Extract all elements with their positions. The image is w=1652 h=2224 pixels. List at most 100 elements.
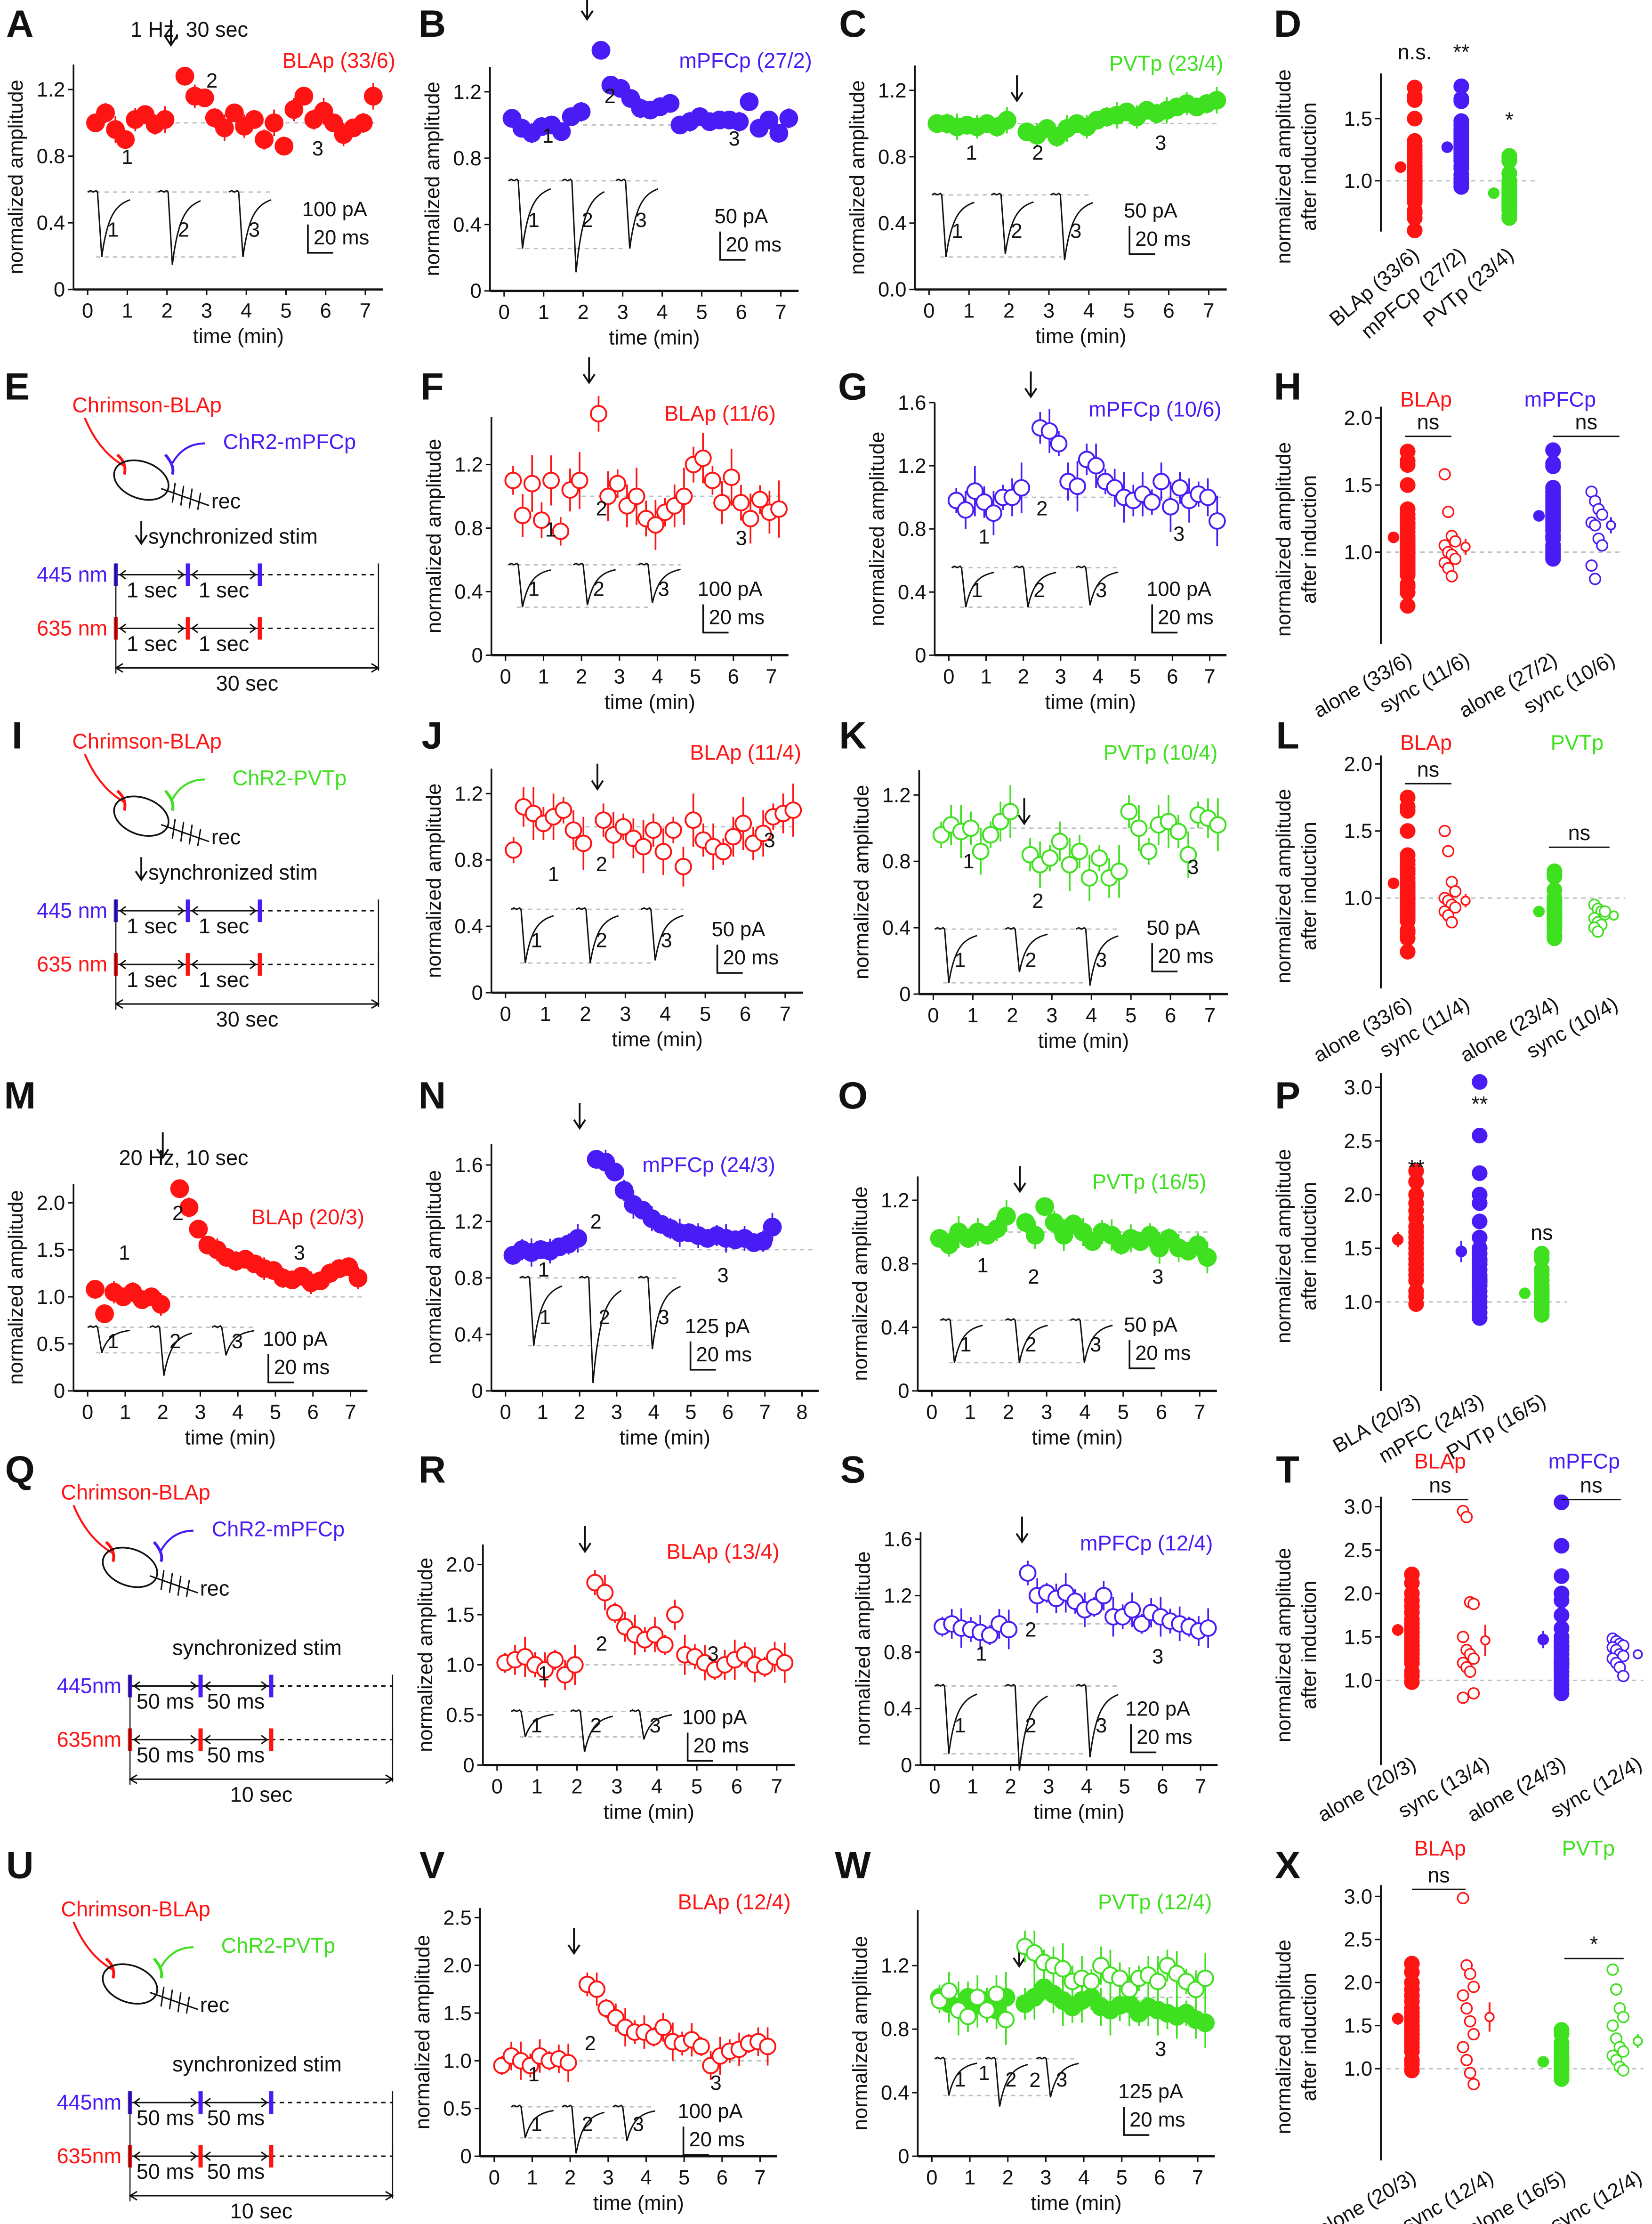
x-tick-label: 5 [1118,1401,1129,1424]
scale-bar [719,231,746,261]
epsc-trace [562,2104,605,2154]
data-point [770,500,788,518]
interval-arrow-icon [204,1681,267,1691]
y-tick-label: 2.0 [1344,753,1372,776]
epsc-trace [570,1709,613,1753]
panel-letter: I [12,714,23,757]
x-tick-label: 0 [929,1775,940,1798]
scale-bar-time-label: 20 ms [726,234,782,256]
axon-icon [160,1946,194,1968]
epsc-trace [612,2104,655,2142]
cell-point [1467,1598,1480,1610]
scale-bar-time-label: 20 ms [693,1734,749,1757]
terminal-icon [164,453,175,475]
trace-label: 3 [658,578,669,600]
data-point [215,118,234,137]
x-tick-label: 2 [157,1401,169,1424]
data-point [741,509,759,527]
data-point [1035,1197,1055,1216]
data-point [635,838,653,856]
y-tick-label: 0 [472,1380,483,1403]
scale-bar-time-label: 20 ms [1135,228,1191,251]
data-point [713,494,731,511]
y-axis-label: normalized amplitude [866,432,888,626]
data-point [666,1606,684,1624]
data-point [759,2038,777,2055]
x-axis-label: time (min) [1031,2192,1121,2215]
trace-label: 3 [1096,949,1107,972]
series-label: PVTp (12/4) [1098,1890,1212,1914]
y-tick-label: 2.0 [1344,1583,1372,1605]
trace-label: 3 [658,1306,669,1329]
timepoint-label: 1 [963,850,974,873]
data-point [1001,803,1019,820]
panel-letter: J [421,714,443,757]
opsin-label-2: ChR2-mPFCp [223,430,356,454]
cell-point [1449,901,1462,914]
stim-label: synchronized stim [172,1636,342,1660]
scale-bar-time-label: 20 ms [1129,2109,1185,2131]
epsc-trace [511,2104,554,2138]
data-point [195,88,214,107]
duration-label: 30 sec [216,1007,279,1031]
y-tick-label: 1.5 [1344,820,1372,843]
x-tick-label: 5 [685,1401,696,1424]
significance-label: * [1505,108,1514,132]
x-tick-label: 4 [648,1401,660,1424]
wavelength-label: 445nm [57,2090,121,2114]
x-tick-label: 5 [1119,1775,1130,1798]
epsc-trace [149,1325,193,1376]
scale-bar-current-label: 50 pA [1146,917,1200,939]
x-tick-label: 4 [651,1775,662,1798]
cell-point [1445,570,1458,582]
interval-label: 50 ms [207,2159,265,2184]
panel-letter: N [419,1075,446,1117]
epsc-trace [615,178,659,249]
cell-point [1407,92,1423,108]
epsc-trace [637,1276,681,1350]
data-point [572,102,591,121]
data-point [552,522,570,540]
data-point [589,405,607,423]
scale-bar-current-label: 100 pA [698,578,763,600]
x-axis-label: time (min) [612,1028,703,1051]
interval-label: 1 sec [199,968,249,992]
wavelength-label: 635 nm [37,952,107,976]
mean-point [1460,542,1471,552]
epsc-trace [1036,2056,1079,2098]
data-point [645,821,662,839]
red-terminal-icon [105,1541,115,1562]
data-point [574,834,592,852]
series-label: mPFCp (10/6) [1088,397,1221,421]
wavelength-label: 445 nm [37,898,107,922]
x-tick-label: 2 [576,665,587,688]
x-axis-label: time (min) [1035,325,1126,348]
panel-letter: A [6,3,33,45]
group-header: BLAp [1414,1836,1466,1860]
y-tick-label: 1.2 [454,454,483,477]
scale-bar-time-label: 20 ms [1135,1342,1191,1365]
x-axis-label: time (min) [193,325,284,348]
timepoint-label: 3 [1152,1266,1163,1288]
interval-arrow-icon [120,906,184,916]
x-tick-label: 2 [1007,1004,1018,1027]
cell-point [1472,1074,1488,1090]
interval-label: 50 ms [207,1743,265,1767]
x-tick-label: 0 [499,301,510,324]
group-header: PVTp [1562,1836,1615,1860]
y-tick-label: 0.5 [443,2098,471,2120]
y-tick-label: 2.5 [443,1907,471,1929]
scale-bar [716,945,743,974]
data-point [514,507,532,524]
epsc-trace [211,1325,255,1356]
data-point [656,1636,674,1654]
interval-arrow-icon [120,570,184,580]
y-tick-label: 0.4 [454,1324,483,1346]
data-point [776,1654,794,1672]
significance-label: * [1590,1932,1598,1956]
x-tick-label: 2 [580,1003,591,1026]
x-tick-label: 5 [1129,665,1141,688]
y-tick-label: 1.6 [884,1528,912,1551]
series-label: mPFCp (27/2) [679,49,812,73]
y-tick-label: 1.0 [446,1654,474,1676]
